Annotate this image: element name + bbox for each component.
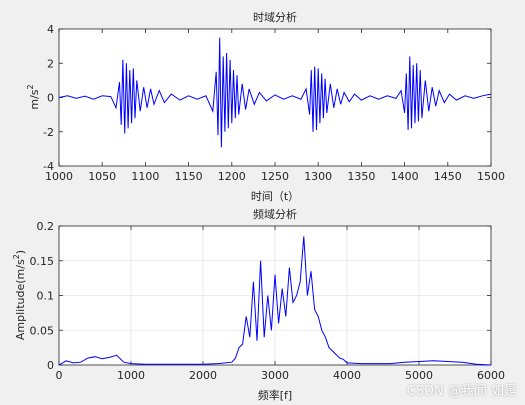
time-domain-y-tick-label: -2	[43, 126, 54, 139]
frequency-domain-y-label: Amplitude(m/s2)	[12, 250, 27, 340]
time-domain-x-tick-label: 1250	[261, 170, 289, 183]
frequency-domain-series-line	[58, 236, 492, 366]
frequency-domain-y-tick-label: 0.05	[30, 324, 55, 337]
time-domain-axes: 1000 1050 1100 1150 1200 1250 1300 1350 1400 1450…	[26, 10, 505, 203]
frequency-domain-y-tick-label: 0	[47, 359, 54, 372]
watermark-text: CSDN @我闻 如是	[406, 384, 517, 399]
time-domain-x-tick-label: 1100	[131, 170, 159, 183]
frequency-domain-x-tick-label: 4000	[333, 369, 361, 382]
time-domain-x-tick-label: 1450	[434, 170, 462, 183]
time-domain-title: 时域分析	[253, 10, 297, 24]
time-domain-y-tick-label: 0	[47, 92, 54, 105]
time-domain-y-tick-label: 2	[47, 57, 54, 70]
time-domain-x-tick-label: 1050	[88, 170, 116, 183]
time-domain-y-label: m/s2	[26, 84, 41, 109]
time-domain-x-tick-label: 1200	[218, 170, 246, 183]
time-domain-x-tick-label: 1500	[477, 170, 505, 183]
frequency-domain-x-tick-label: 2000	[189, 369, 217, 382]
frequency-domain-y-ticks: 0 0.05 0.1 0.15 0.2	[30, 220, 491, 372]
frequency-domain-x-tick-label: 1000	[117, 369, 145, 382]
time-domain-y-tick-label: 4	[47, 23, 54, 36]
frequency-domain-x-ticks: 0 1000 2000 3000 4000 5000 6000	[56, 226, 505, 382]
time-domain-x-tick-label: 1000	[45, 170, 73, 183]
time-domain-x-label: 时间（t）	[251, 190, 299, 203]
frequency-domain-title: 频域分析	[253, 207, 297, 221]
frequency-domain-y-label-text: Amplitude(m/s	[14, 259, 27, 340]
time-domain-series-line	[58, 37, 492, 148]
frequency-domain-y-tick-label: 0.1	[37, 290, 55, 303]
time-domain-x-ticks: 1000 1050 1100 1150 1200 1250 1300 1350 1400 1450…	[45, 29, 505, 183]
frequency-domain-grid	[59, 226, 491, 365]
frequency-domain-x-label: 频率[f]	[258, 388, 292, 402]
frequency-domain-y-label-superscript: 2	[12, 254, 21, 259]
time-domain-y-label-superscript: 2	[26, 84, 35, 89]
frequency-domain-x-tick-label: 3000	[261, 369, 289, 382]
frequency-domain-x-tick-label: 0	[56, 369, 63, 382]
frequency-domain-y-tick-label: 0.2	[37, 220, 55, 233]
time-domain-x-tick-label: 1300	[304, 170, 332, 183]
time-domain-x-tick-label: 1150	[175, 170, 203, 183]
time-domain-y-tick-label: -4	[43, 160, 54, 173]
frequency-domain-x-tick-label: 6000	[477, 369, 505, 382]
frequency-domain-axes: 0 1000 2000 3000 4000 5000 6000 0 0.05 0.1 0.15 0.…	[12, 207, 505, 402]
time-domain-x-tick-label: 1350	[347, 170, 375, 183]
time-domain-x-tick-label: 1400	[391, 170, 419, 183]
frequency-domain-y-tick-label: 0.15	[30, 255, 55, 268]
time-domain-y-label-text: m/s	[28, 89, 41, 109]
frequency-domain-x-tick-label: 5000	[405, 369, 433, 382]
frequency-domain-y-label-tail: )	[14, 250, 27, 254]
